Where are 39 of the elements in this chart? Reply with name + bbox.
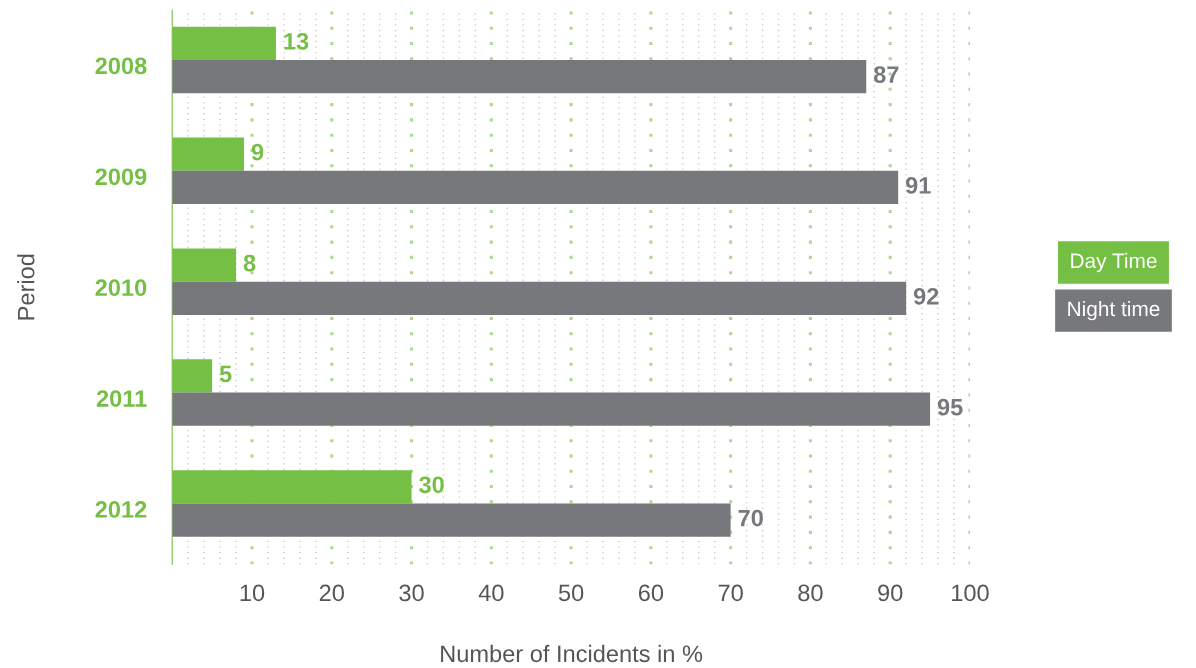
y-tick-label: 2012 [95, 501, 147, 518]
bar [172, 503, 731, 537]
x-tick-label: 40 [478, 584, 504, 602]
bar [172, 470, 412, 504]
y-axis-title: Period [17, 254, 35, 320]
bar [172, 248, 237, 282]
bar [172, 26, 276, 60]
x-tick-label: 20 [319, 584, 344, 602]
data-label: 9 [251, 143, 264, 161]
bar [172, 137, 245, 171]
data-label: 13 [284, 32, 309, 50]
text: Night time [1068, 300, 1160, 321]
x-tick-label: 60 [638, 584, 664, 602]
data-label: 87 [873, 66, 899, 83]
x-tick-label: 80 [798, 584, 823, 602]
data-label: 91 [905, 177, 931, 194]
data-label: 95 [937, 398, 963, 416]
y-tick-label: 2011 [96, 390, 147, 407]
y-tick-label: 2009 [95, 168, 147, 186]
data-label: 5 [219, 365, 232, 383]
x-tick-label: 30 [399, 584, 424, 602]
x-axis-title: Number of Incidents in % [441, 644, 703, 663]
data-label: 70 [738, 509, 763, 527]
x-tick-label: 100 [952, 584, 989, 602]
bar [172, 59, 867, 94]
bar [172, 392, 931, 426]
bar [172, 170, 899, 205]
data-label: 92 [913, 287, 939, 305]
data-label: 8 [243, 254, 256, 272]
data-label: 30 [419, 476, 444, 494]
x-tick-label: 70 [718, 584, 743, 602]
text: Day Time [1071, 252, 1157, 273]
bar [172, 281, 907, 315]
x-tick-label: 90 [878, 584, 903, 602]
x-tick-label: 50 [558, 584, 584, 602]
x-tick-label: 10 [240, 584, 265, 602]
y-tick-label: 2008 [95, 57, 147, 75]
y-tick-label: 2010 [95, 279, 147, 297]
bar [172, 359, 213, 393]
